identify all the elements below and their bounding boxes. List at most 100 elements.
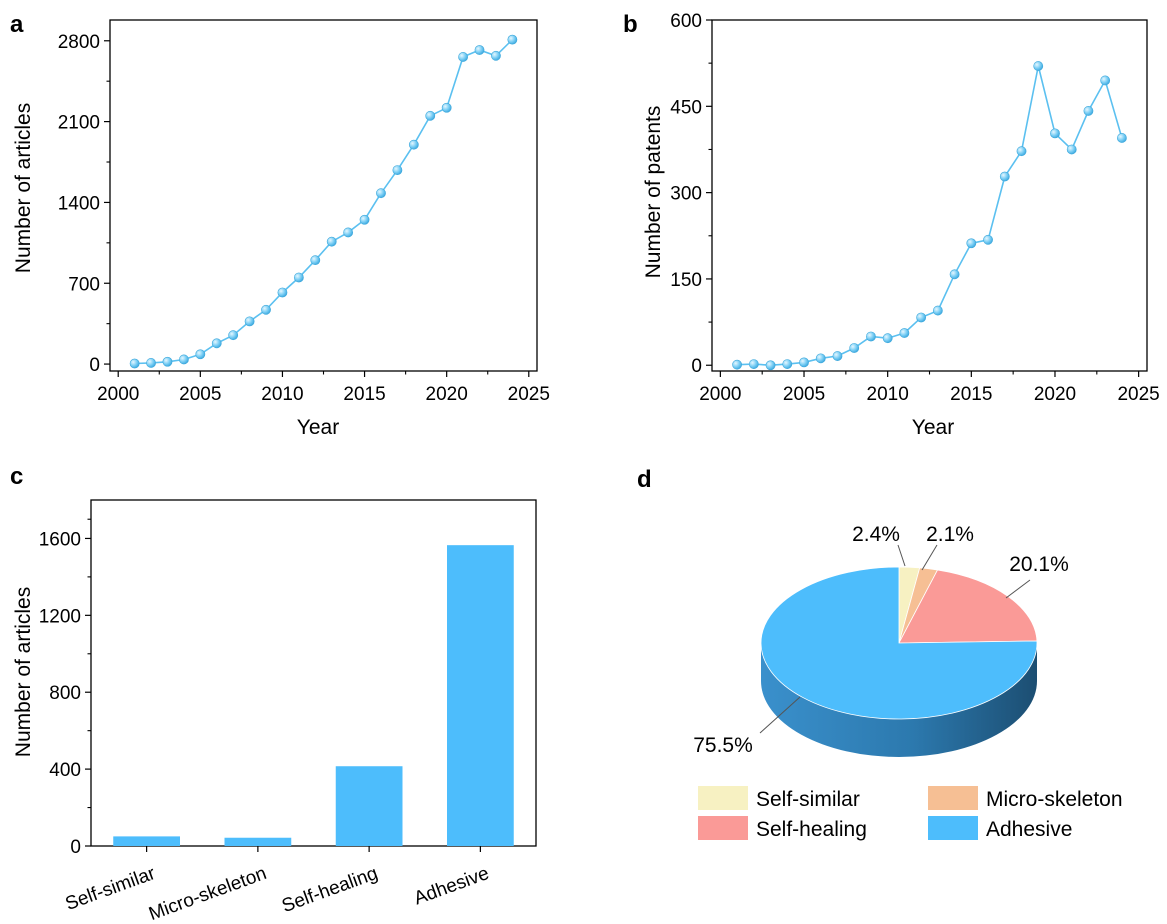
panel-b-y-tick-label: 0 <box>691 356 702 377</box>
panel-b-label: b <box>623 11 638 38</box>
panel-b-x-tick-label: 2010 <box>867 384 909 405</box>
panel-a-data-point <box>408 139 419 150</box>
panel-a-x-tick-label: 2020 <box>426 384 468 405</box>
panel-a-y-tick-label: 0 <box>89 355 100 376</box>
panel-b-y-tick-label: 150 <box>670 270 702 291</box>
panel-a-data-point <box>162 356 173 367</box>
panel-a-x-tick-label: 2010 <box>261 384 303 405</box>
panel-c-y-tick-label: 400 <box>49 760 81 781</box>
panel-a-data-point <box>129 358 140 369</box>
panel-d-label: d <box>637 466 652 493</box>
panel-b-x-tick-label: 2005 <box>783 384 825 405</box>
panel-a-data-point <box>195 349 206 360</box>
panel-b-x-tick-label: 2020 <box>1034 384 1076 405</box>
pie-side-wall <box>761 643 1037 757</box>
legend-swatch-self-healing <box>698 816 748 840</box>
legend-label-micro-skeleton: Micro-skeleton <box>986 788 1123 811</box>
panel-a-data-point <box>228 330 239 341</box>
panel-b-series-line <box>737 65 1123 367</box>
pie-leader-line <box>921 544 938 571</box>
panel-b-data-point <box>1083 106 1094 116</box>
panel-a-data-point <box>441 102 452 113</box>
panel-a-x-tick-label: 2005 <box>179 384 221 405</box>
legend-label-self-similar: Self-similar <box>756 788 860 811</box>
panel-a-ylabel: Number of articles <box>12 103 35 273</box>
panel-a-y-tick-label: 2100 <box>58 113 100 134</box>
panel-b-data-point <box>932 305 943 316</box>
pie-leader-line <box>1005 579 1031 599</box>
panel-b-y-tick-label: 300 <box>670 184 702 205</box>
panel-b-data-point <box>1016 146 1027 157</box>
panel-b-data-point <box>882 333 893 344</box>
legend-label-self-healing: Self-healing <box>756 818 867 841</box>
panel-c-plot-frame <box>90 499 537 847</box>
panel-b-data-point <box>999 171 1010 182</box>
panel-c-y-tick-label: 1200 <box>39 606 81 627</box>
panel-a-data-point <box>507 34 518 45</box>
panel-b-data-point <box>1050 128 1060 139</box>
panel-b-data-point <box>815 353 826 364</box>
panel-c-x-tick-label: Micro-skeleton <box>146 863 269 924</box>
panel-a-x-tick-label: 2025 <box>508 384 550 405</box>
panel-a-data-point <box>425 110 436 121</box>
panel-c-bar <box>335 766 403 846</box>
panel-b-x-tick-label: 2000 <box>699 384 741 405</box>
pie-slice <box>760 566 1038 720</box>
panel-a-data-point <box>244 316 255 327</box>
panel-b-ylabel: Number of patents <box>642 106 665 279</box>
panel-b-data-point <box>983 234 993 245</box>
pie-leader-line <box>897 544 906 567</box>
panel-a-data-point <box>261 304 271 315</box>
panel-a-data-point <box>359 214 370 225</box>
panel-b-data-point <box>1033 61 1044 71</box>
panel-c-label: c <box>10 463 23 490</box>
panel-c-ylabel: Number of articles <box>12 587 35 757</box>
panel-a-y-tick-label: 700 <box>68 274 100 295</box>
panel-b-data-point <box>748 359 759 369</box>
panel-b-data-point <box>765 360 776 371</box>
panel-c-bar <box>224 837 292 846</box>
panel-a-data-point <box>146 358 156 368</box>
panel-b-data-point <box>799 357 809 368</box>
panel-a-data-point <box>491 50 501 61</box>
panel-c-y-tick-label: 1600 <box>39 529 81 550</box>
panel-a-plot-frame <box>109 19 538 372</box>
legend-swatch-self-similar <box>698 786 748 810</box>
panel-a-xlabel: Year <box>297 416 339 439</box>
panel-c-x-tick-label: Adhesive <box>411 863 492 909</box>
panel-a-y-tick-label: 2800 <box>58 32 100 53</box>
panel-b-data-point <box>849 343 860 353</box>
panel-c-y-tick-label: 800 <box>49 683 81 704</box>
panel-b-data-point <box>1100 75 1111 86</box>
panel-a-data-point <box>293 272 304 283</box>
panel-a-x-tick-label: 2000 <box>97 384 139 405</box>
panel-b-data-point <box>1117 133 1127 143</box>
panel-c-y-tick-label: 0 <box>70 837 81 858</box>
pie-label-self-healing: 20.1% <box>1009 553 1069 576</box>
panel-c-bar <box>447 545 514 846</box>
panel-a-x-tick-label: 2015 <box>343 384 385 405</box>
pie-legend: Self-similar Micro-skeleton Self-healing… <box>698 786 1123 841</box>
pie-label-adhesive: 75.5% <box>693 734 753 757</box>
legend-swatch-micro-skeleton <box>928 786 978 810</box>
panel-c-x-tick-label: Self-healing <box>279 863 380 917</box>
panel-b-xlabel: Year <box>912 416 954 439</box>
panel-b-x-tick-label: 2015 <box>950 384 992 405</box>
panel-a-y-tick-label: 1400 <box>58 193 100 214</box>
panel-a-data-point <box>277 287 288 298</box>
legend-label-adhesive: Adhesive <box>986 818 1072 841</box>
panel-b-data-point <box>899 328 910 338</box>
panel-b-y-tick-label: 450 <box>670 97 702 118</box>
panel-b-data-point <box>916 312 927 323</box>
legend-swatch-adhesive <box>928 816 978 840</box>
pie-leader-line <box>759 696 801 734</box>
panel-a-data-point <box>343 227 354 238</box>
panel-b-data-point <box>1066 144 1077 155</box>
panel-b-data-point <box>949 269 960 280</box>
panel-a-data-point <box>474 45 485 55</box>
panel-b-plot-frame <box>711 19 1148 372</box>
panel-a-label: a <box>10 11 24 38</box>
panel-c-x-tick-label: Self-similar <box>63 863 159 915</box>
panel-a-data-point <box>392 165 403 175</box>
